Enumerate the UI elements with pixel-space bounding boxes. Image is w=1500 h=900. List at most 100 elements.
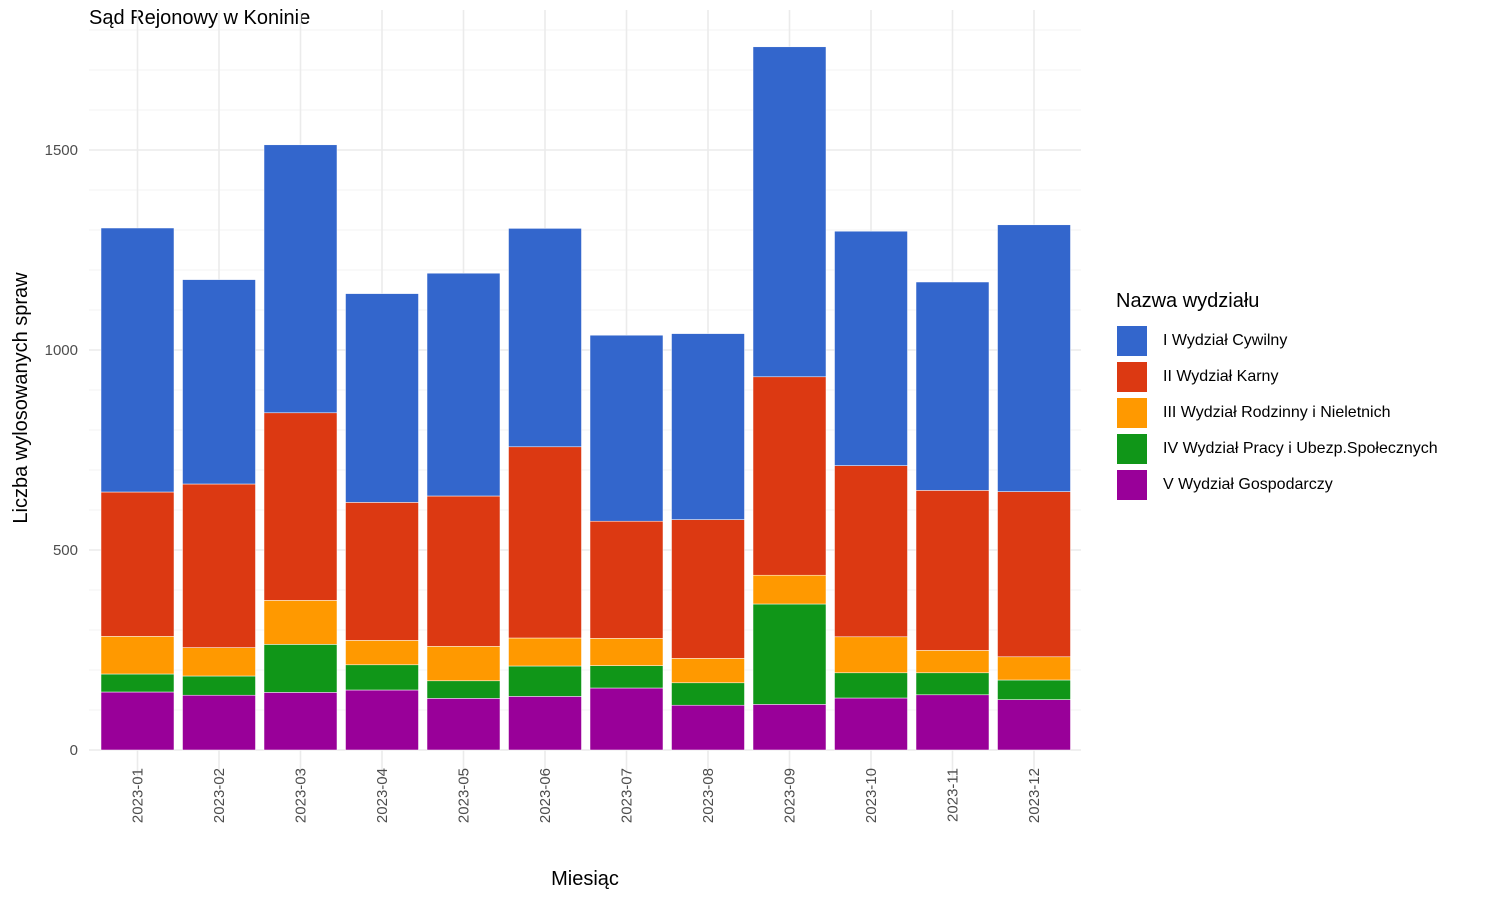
bar-segment xyxy=(834,230,908,466)
bar-segment xyxy=(589,520,664,639)
y-tick-label: 1000 xyxy=(45,342,78,359)
bar-segment xyxy=(182,675,256,696)
bar-segment xyxy=(671,333,745,520)
bar-segment xyxy=(426,680,501,699)
bar-segment xyxy=(671,519,745,659)
bar-segment xyxy=(263,644,338,693)
bar-segment xyxy=(915,694,990,751)
y-tick-label: 500 xyxy=(53,542,78,559)
bar-segment xyxy=(589,334,664,522)
bar-segment xyxy=(345,664,419,691)
legend-key-swatch xyxy=(1116,361,1148,393)
bar-segment xyxy=(263,412,338,601)
bar-segment xyxy=(915,650,990,674)
legend-label: V Wydział Gospodarczy xyxy=(1163,476,1333,493)
y-tick-label: 0 xyxy=(70,742,78,759)
legend-label: I Wydział Cywilny xyxy=(1163,332,1288,349)
bar-segment xyxy=(182,694,256,751)
bar-segment xyxy=(263,144,338,414)
legend-items: I Wydział Cywilny II Wydział Karny III Wyd… xyxy=(1116,323,1438,503)
x-tick-label: 2023-06 xyxy=(537,768,554,823)
bar-segment xyxy=(752,704,827,751)
bar-segment xyxy=(426,646,501,682)
bar-segment xyxy=(589,687,664,751)
legend-item: I Wydział Cywilny xyxy=(1116,323,1438,359)
legend-item: V Wydział Gospodarczy xyxy=(1116,467,1438,503)
bar-segment xyxy=(752,603,827,705)
x-tick-label: 2023-04 xyxy=(374,768,391,823)
x-axis-title: Miesiąc xyxy=(551,868,619,890)
bar-segment xyxy=(752,376,827,576)
bar-segment xyxy=(182,279,256,485)
legend-item: III Wydział Rodzinny i Nieletnich xyxy=(1116,395,1438,431)
y-tick-labels: 0 500 1000 1500 xyxy=(45,142,78,759)
bar-segment xyxy=(508,637,582,667)
bar-segment xyxy=(997,224,1071,492)
bar-segment xyxy=(997,491,1071,658)
legend: Nazwa wydziału I Wydział Cywilny II Wydzi… xyxy=(1116,290,1438,503)
x-tick-label: 2023-01 xyxy=(130,768,147,823)
bar-segment xyxy=(915,490,990,651)
bar-segment xyxy=(100,491,175,637)
x-tick-label: 2023-07 xyxy=(619,768,636,823)
bar-segment xyxy=(345,502,419,641)
bar-segment xyxy=(345,640,419,666)
bar-segment xyxy=(997,656,1071,681)
x-tick-label: 2023-09 xyxy=(782,768,799,823)
bar-segment xyxy=(915,281,990,491)
bar-segment xyxy=(997,699,1071,751)
bar-segment xyxy=(671,658,745,684)
legend-key-swatch xyxy=(1116,469,1148,501)
bar-segment xyxy=(915,672,990,696)
bar-segment xyxy=(671,682,745,706)
bar-segment xyxy=(100,227,175,493)
x-tick-label: 2023-10 xyxy=(863,768,880,823)
bar-segment xyxy=(345,689,419,751)
bar-segment xyxy=(508,665,582,697)
bar-segment xyxy=(834,697,908,751)
legend-label: IV Wydział Pracy i Ubezp.Społecznych xyxy=(1163,440,1438,457)
bar-segment xyxy=(752,574,827,605)
legend-key-swatch xyxy=(1116,433,1148,465)
bar-segment xyxy=(182,483,256,648)
bar-segment xyxy=(508,696,582,751)
y-tick-label: 1500 xyxy=(45,142,78,159)
x-tick-label: 2023-05 xyxy=(456,768,473,823)
bar-segment xyxy=(100,673,175,693)
legend-item: II Wydział Karny xyxy=(1116,359,1438,395)
legend-key-swatch xyxy=(1116,325,1148,357)
bar-segment xyxy=(834,672,908,699)
bar-segment xyxy=(263,692,338,751)
bar-segment xyxy=(100,691,175,751)
legend-item: IV Wydział Pracy i Ubezp.Społecznych xyxy=(1116,431,1438,467)
bar-segment xyxy=(834,465,908,638)
x-tick-label: 2023-12 xyxy=(1026,768,1043,823)
y-axis-title: Liczba wylosowanych spraw xyxy=(10,272,32,524)
bar-segment xyxy=(263,600,338,645)
bar-segment xyxy=(182,647,256,677)
x-tick-label: 2023-03 xyxy=(293,768,310,823)
x-tick-label: 2023-11 xyxy=(945,768,962,822)
bar-segment xyxy=(508,228,582,448)
bar-segment xyxy=(589,638,664,666)
bar-segment xyxy=(426,272,501,497)
legend-label: III Wydział Rodzinny i Nieletnich xyxy=(1163,404,1391,421)
bars xyxy=(100,46,1071,751)
bar-segment xyxy=(100,636,175,675)
bar-segment xyxy=(426,495,501,647)
x-tick-label: 2023-02 xyxy=(211,768,228,823)
legend-title: Nazwa wydziału xyxy=(1116,290,1260,312)
bar-segment xyxy=(752,46,827,378)
bar-segment xyxy=(508,446,582,639)
bar-segment xyxy=(589,665,664,689)
bar-segment xyxy=(426,698,501,751)
x-tick-labels: 2023-01 2023-02 2023-03 2023-04 2023-05 2023-… xyxy=(130,768,1044,823)
bar-segment xyxy=(345,293,419,503)
bar-segment xyxy=(997,679,1071,700)
bar-segment xyxy=(671,704,745,751)
legend-label: II Wydział Karny xyxy=(1163,368,1279,385)
x-tick-label: 2023-08 xyxy=(700,768,717,823)
chart-title: Sąd Rejonowy w Koninie xyxy=(89,7,311,29)
bar-segment xyxy=(834,636,908,674)
